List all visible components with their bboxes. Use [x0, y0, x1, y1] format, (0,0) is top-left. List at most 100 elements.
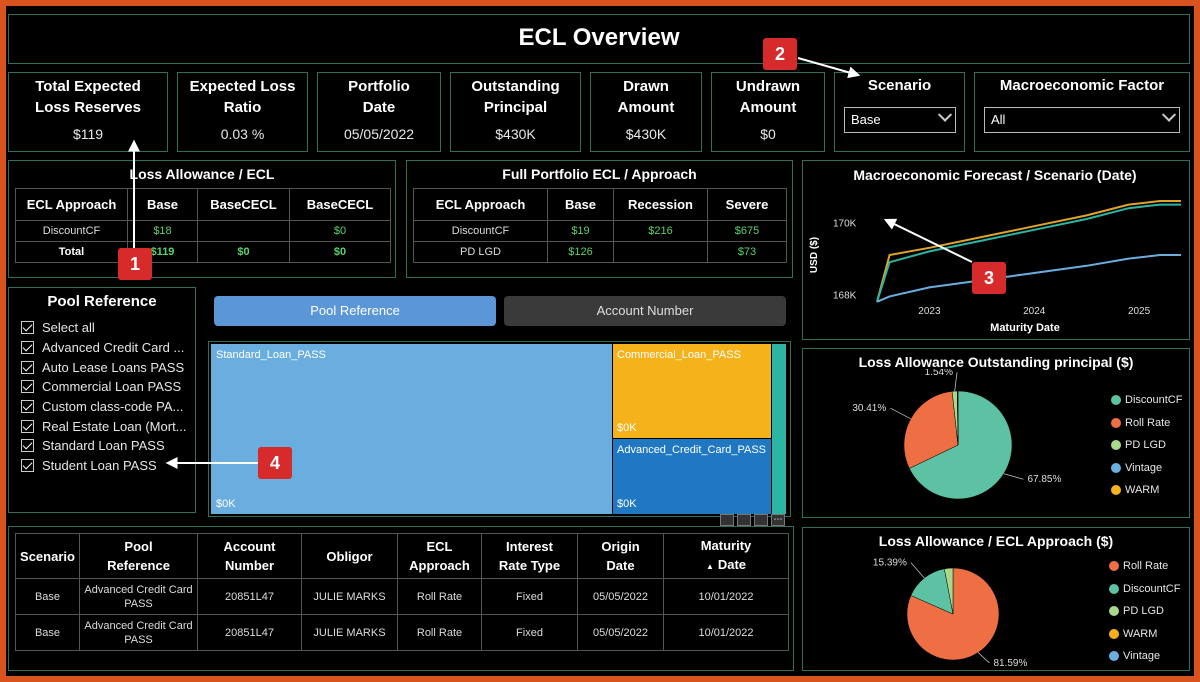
legend-marker	[1109, 606, 1119, 617]
column-header[interactable]: Pool Reference	[79, 533, 198, 579]
checkbox-checked-icon[interactable]	[21, 341, 34, 355]
checkbox-checked-icon[interactable]	[21, 400, 34, 414]
pool-reference-item[interactable]: Select all	[9, 318, 195, 338]
checkbox-checked-icon[interactable]	[21, 419, 34, 433]
filter-icon[interactable]	[737, 514, 751, 526]
table-cell: JULIE MARKS	[301, 578, 398, 615]
table-cell: Advanced Credit Card PASS	[79, 578, 198, 615]
legend-item[interactable]: PD LGD	[1111, 434, 1182, 457]
legend-item[interactable]: Roll Rate	[1111, 412, 1182, 435]
legend-marker	[1111, 395, 1121, 406]
table-cell: DiscountCF	[15, 220, 128, 242]
legend-item[interactable]: DiscountCF	[1109, 578, 1180, 601]
pie-legend-2: Roll Rate DiscountCF PD LGD WARM Vintage	[1109, 555, 1180, 668]
kpi-card-expected-loss-ratio[interactable]: Expected Loss Ratio 0.03 %	[177, 72, 308, 152]
macro-factor-dropdown[interactable]: All	[984, 107, 1180, 133]
pie-slice-pd-lgd[interactable]	[944, 567, 954, 615]
legend-marker	[1111, 485, 1121, 496]
scenario-label: Scenario	[867, 77, 932, 94]
column-header[interactable]: BaseCECL	[197, 188, 290, 221]
pie-slice-discountcf[interactable]	[909, 390, 1013, 500]
pool-reference-item[interactable]: Student Loan PASS	[9, 456, 195, 476]
legend-label: DiscountCF	[1123, 582, 1181, 595]
table-cell: 20851L47	[197, 578, 302, 615]
kpi-card-outstanding-principal[interactable]: Outstanding Principal $430K	[450, 72, 581, 152]
pie-data-label: 15.39%	[873, 558, 907, 569]
pool-reference-list: Select all Advanced Credit Card ... Auto L…	[9, 318, 195, 476]
checkbox-checked-icon[interactable]	[21, 459, 34, 473]
column-header[interactable]: Maturity ▲ Date	[663, 533, 789, 579]
pool-reference-item[interactable]: Real Estate Loan (Mort...	[9, 416, 195, 436]
pool-reference-item[interactable]: Auto Lease Loans PASS	[9, 357, 195, 377]
column-header[interactable]: Severe	[707, 188, 787, 221]
column-header[interactable]: Base	[547, 188, 614, 221]
table-cell: Total	[15, 241, 128, 263]
pie-leader-line	[890, 407, 911, 420]
treemap-tile-standard-loan[interactable]: Standard_Loan_PASS $0K	[211, 344, 612, 514]
scenario-dropdown[interactable]: Base	[844, 107, 956, 133]
table-row[interactable]: Base Advanced Credit Card PASS 20851L47 JUL…	[15, 578, 789, 615]
legend-label: Vintage	[1123, 650, 1161, 663]
series-line-2[interactable]	[876, 254, 1181, 303]
pool-reference-item[interactable]: Custom class-code PA...	[9, 397, 195, 417]
legend-item[interactable]: WARM	[1111, 479, 1182, 502]
kpi-card-drawn-amount[interactable]: Drawn Amount $430K	[590, 72, 702, 152]
legend-item[interactable]: DiscountCF	[1111, 389, 1182, 412]
checkbox-checked-icon[interactable]	[21, 439, 34, 453]
kpi-card-total-expected-loss[interactable]: Total Expected Loss Reserves $119	[8, 72, 168, 152]
pool-reference-item[interactable]: Standard Loan PASS	[9, 436, 195, 456]
column-header[interactable]: Base	[127, 188, 198, 221]
series-line-0[interactable]	[876, 200, 1181, 303]
annotation-badge-4: 4	[258, 447, 292, 479]
treemap-tile-small[interactable]	[772, 344, 786, 514]
focus-mode-icon[interactable]	[754, 514, 768, 526]
column-header[interactable]: ECL Approach	[15, 188, 128, 221]
legend-item[interactable]: Roll Rate	[1109, 555, 1180, 578]
column-header[interactable]: Interest Rate Type	[481, 533, 578, 579]
legend-item[interactable]: Vintage	[1111, 457, 1182, 480]
column-header[interactable]: Obligor	[301, 533, 398, 579]
pool-reference-item[interactable]: Commercial Loan PASS	[9, 377, 195, 397]
series-line-1[interactable]	[876, 203, 1181, 303]
legend-item[interactable]: Vintage	[1109, 645, 1180, 668]
kpi-card-undrawn-amount[interactable]: Undrawn Amount $0	[711, 72, 825, 152]
column-header[interactable]: ECL Approach	[397, 533, 482, 579]
kpi-value: $430K	[495, 126, 536, 142]
pie-slice-roll-rate[interactable]	[903, 391, 959, 469]
column-header[interactable]: Scenario	[15, 533, 80, 579]
treemap-tile-advanced-credit-card[interactable]: Advanced_Credit_Card_PASS $0K	[613, 439, 771, 514]
account-number-toggle-button[interactable]: Account Number	[504, 296, 786, 326]
column-header[interactable]: BaseCECL	[289, 188, 391, 221]
pool-reference-title: Pool Reference	[47, 293, 157, 310]
table-row[interactable]: Base Advanced Credit Card PASS 20851L47 JUL…	[15, 614, 789, 651]
copy-icon[interactable]	[720, 514, 734, 526]
tile-label: Standard_Loan_PASS	[216, 349, 326, 361]
kpi-card-portfolio-date[interactable]: Portfolio Date 05/05/2022	[317, 72, 441, 152]
checkbox-checked-icon[interactable]	[21, 380, 34, 394]
pie-leader-line	[954, 372, 958, 392]
table-cell: $0	[197, 241, 290, 263]
column-header[interactable]: Recession	[613, 188, 708, 221]
treemap-tile-commercial-loan[interactable]: Commercial_Loan_PASS $0K	[613, 344, 771, 438]
column-header[interactable]: Origin Date	[577, 533, 664, 579]
pool-reference-item[interactable]: Advanced Credit Card ...	[9, 338, 195, 358]
column-header[interactable]: Account Number	[197, 533, 302, 579]
checkbox-checked-icon[interactable]	[21, 360, 34, 374]
loss-allowance-table: ECL Approach Base BaseCECL BaseCECL Disc…	[15, 188, 391, 263]
legend-item[interactable]: WARM	[1109, 623, 1180, 646]
pool-reference-toggle-button[interactable]: Pool Reference	[214, 296, 496, 326]
pool-reference-item-label: Custom class-code PA...	[42, 399, 184, 415]
panel-title: Full Portfolio ECL / Approach	[502, 166, 697, 182]
checkbox-checked-icon[interactable]	[21, 321, 34, 335]
annotation-badge-2: 2	[763, 38, 797, 70]
pie-leader-line	[977, 652, 990, 664]
tile-label: Commercial_Loan_PASS	[617, 349, 741, 361]
legend-label: Vintage	[1125, 461, 1163, 474]
legend-item[interactable]: PD LGD	[1109, 600, 1180, 623]
kpi-label: Total Expected Loss Reserves	[35, 78, 141, 116]
pool-reference-item-label: Real Estate Loan (Mort...	[42, 418, 187, 434]
more-options-icon[interactable]: ⋯	[771, 514, 785, 526]
kpi-value: $0	[760, 126, 776, 142]
column-header[interactable]: ECL Approach	[413, 188, 548, 221]
sort-ascending-icon[interactable]: ▲	[705, 562, 714, 571]
